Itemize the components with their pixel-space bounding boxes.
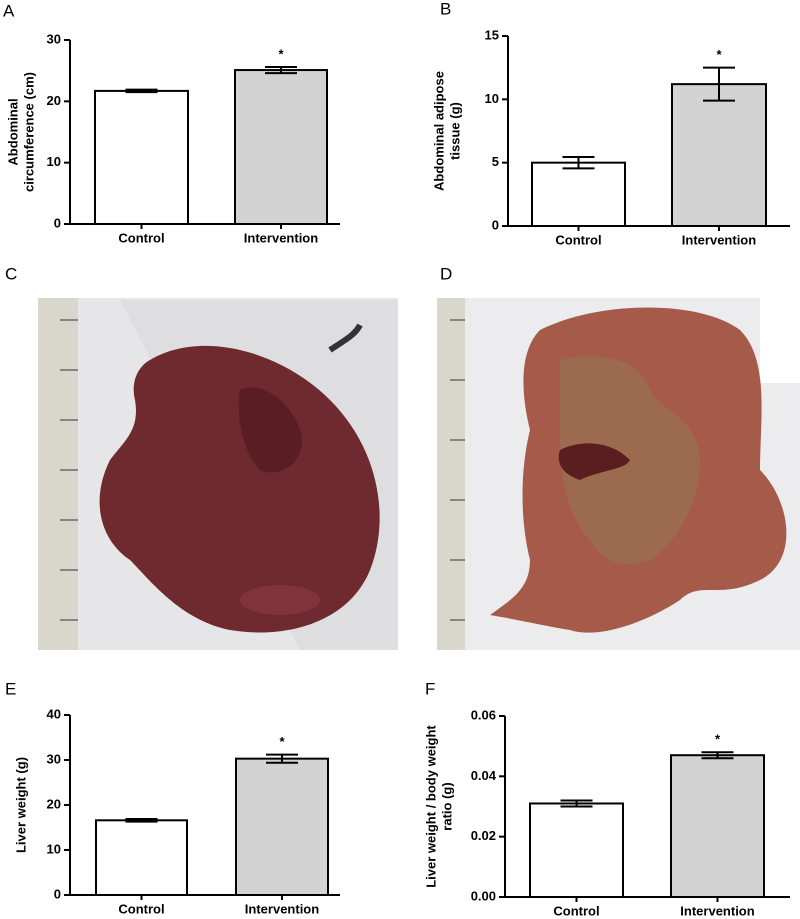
y-tick-label: 10: [47, 154, 61, 169]
x-tick-label: Control: [555, 232, 601, 247]
error-bar: [701, 751, 734, 760]
error-bar: [125, 88, 158, 94]
y-tick-label: 15: [485, 27, 499, 42]
bar: [94, 89, 189, 226]
x-tick-label: Control: [118, 230, 164, 245]
panel-label: C: [5, 264, 17, 283]
y-tick-label: 10: [47, 841, 61, 856]
y-tick-label: 20: [47, 93, 61, 108]
panel-label: B: [440, 0, 451, 18]
error-bar: [265, 65, 297, 75]
y-tick-label: 5: [492, 154, 499, 169]
bar: [529, 802, 624, 899]
panel-label: D: [440, 264, 452, 283]
bar: [671, 83, 767, 227]
error-bar: [125, 817, 158, 823]
y-tick-label: 0: [54, 886, 61, 901]
bar: [531, 161, 626, 228]
x-tick-label: Control: [553, 903, 599, 918]
photo-liver-intervention: [437, 298, 800, 650]
error-bar: [703, 66, 735, 102]
panel-label: E: [5, 679, 16, 698]
y-tick-label: 0.04: [471, 768, 497, 783]
error-bar: [266, 753, 298, 764]
x-tick-label: Intervention: [244, 230, 318, 245]
y-tick-label: 30: [47, 751, 61, 766]
panel-label: A: [3, 1, 15, 20]
bar: [95, 819, 188, 896]
y-axis-label: Abdominal: [5, 98, 20, 165]
y-tick-label: 0: [492, 217, 499, 232]
x-tick-label: Intervention: [680, 903, 754, 918]
y-axis-label: tissue (g): [447, 102, 462, 160]
y-tick-label: 30: [47, 31, 61, 46]
y-axis-label: ratio (g): [439, 782, 454, 830]
error-bar: [562, 155, 595, 170]
significance-marker: *: [279, 734, 285, 749]
x-tick-label: Control: [118, 901, 164, 916]
significance-marker: *: [278, 46, 284, 61]
x-tick-label: Intervention: [245, 901, 319, 916]
y-axis-label: Abdominal adipose: [431, 71, 446, 191]
panel-label: F: [425, 679, 435, 698]
photo-liver-control: [38, 298, 398, 650]
x-tick-label: Intervention: [682, 232, 756, 247]
y-tick-label: 0.06: [471, 707, 496, 722]
significance-marker: *: [715, 732, 721, 747]
y-tick-label: 40: [47, 706, 61, 721]
bar: [235, 757, 329, 897]
y-tick-label: 10: [485, 91, 499, 106]
y-tick-label: 0: [54, 215, 61, 230]
error-bar: [560, 799, 593, 808]
y-axis-label: Liver weight / body weight: [423, 725, 438, 888]
y-tick-label: 0.00: [471, 888, 496, 903]
bar: [234, 69, 328, 226]
y-axis-label: Liver weight (g): [13, 757, 28, 853]
bar: [670, 754, 765, 899]
y-tick-label: 0.02: [471, 828, 496, 843]
y-axis-label: circumference (cm): [21, 72, 36, 192]
y-tick-label: 20: [47, 796, 61, 811]
significance-marker: *: [716, 47, 722, 62]
